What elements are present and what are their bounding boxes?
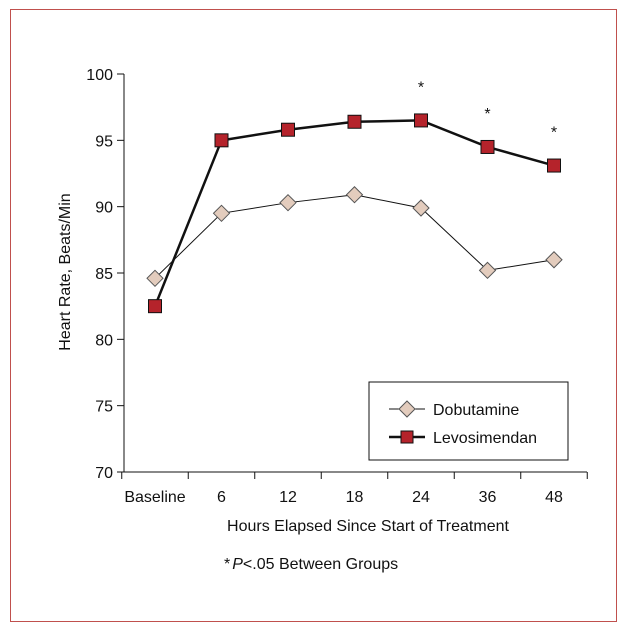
footnote-text: <.05 Between Groups — [243, 556, 398, 573]
x-tick-label: 6 — [217, 489, 226, 506]
legend-dobutamine-marker — [398, 400, 416, 418]
data-point-dobutamine — [279, 193, 297, 212]
y-tick-label: 75 — [95, 399, 113, 416]
data-point-dobutamine — [545, 251, 563, 269]
legend: Dobutamine Levosimendan — [368, 381, 569, 461]
data-point-dobutamine — [478, 261, 497, 280]
data-point-levosimendan — [414, 113, 428, 128]
footnote-star: * — [224, 556, 230, 573]
footnote-p: P — [232, 556, 243, 573]
data-point-levosimendan — [547, 158, 561, 173]
x-tick-label: 12 — [279, 489, 297, 506]
data-point-levosimendan — [281, 122, 295, 137]
data-point-dobutamine — [345, 186, 364, 204]
data-point-dobutamine — [212, 204, 231, 223]
legend-label-levosimendan: Levosimendan — [433, 430, 537, 447]
x-tick-label: 24 — [412, 489, 430, 506]
x-tick-label: 18 — [346, 489, 364, 506]
data-point-levosimendan — [148, 299, 162, 314]
legend-label-dobutamine: Dobutamine — [433, 402, 519, 419]
x-tick-label: 48 — [545, 489, 563, 506]
significance-asterisk: * — [484, 106, 490, 123]
x-axis-title: Hours Elapsed Since Start of Treatment — [227, 518, 509, 535]
data-point-levosimendan — [480, 139, 495, 154]
data-point-levosimendan — [347, 114, 362, 129]
significance-asterisk: * — [418, 79, 424, 96]
y-tick-label: 100 — [86, 67, 113, 84]
data-point-dobutamine — [146, 269, 164, 288]
legend-levosimendan-marker — [400, 430, 414, 444]
significance-marks: * * * — [418, 79, 557, 141]
series-line-dobutamine — [154, 194, 555, 279]
y-axis-title: Heart Rate, Beats/Min — [57, 193, 74, 350]
axes: 70 75 80 85 90 95 100 Baseline 6 12 18 24 36 48 — [86, 67, 588, 506]
x-tick-label: Baseline — [124, 489, 185, 506]
data-point-dobutamine — [412, 199, 430, 217]
significance-asterisk: * — [551, 125, 557, 142]
y-tick-label: 80 — [95, 332, 113, 349]
y-tick-label: 95 — [95, 133, 113, 150]
y-tick-label: 70 — [95, 465, 113, 482]
data-point-levosimendan — [214, 133, 229, 148]
legend-box — [368, 381, 569, 461]
y-tick-label: 90 — [95, 200, 113, 217]
x-tick-label: 36 — [479, 489, 497, 506]
figure-frame — [10, 9, 617, 622]
series-layer — [146, 113, 563, 314]
footnote: * P<.05 Between Groups — [224, 556, 398, 573]
y-tick-label: 85 — [95, 266, 113, 283]
